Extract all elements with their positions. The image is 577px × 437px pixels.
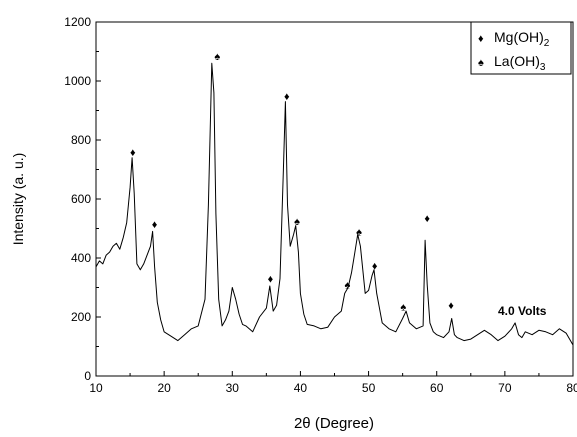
y-tick-label: 400 <box>71 251 91 265</box>
legend-item-laoh3: ♠ La(OH)3 <box>478 53 546 73</box>
peak-marker: ♦ <box>372 260 378 272</box>
legend-marker-laoh3: ♠ <box>478 57 484 69</box>
x-tick-label: 20 <box>157 381 171 395</box>
peak-marker: ♠ <box>345 280 351 292</box>
y-tick-label: 600 <box>71 192 91 206</box>
x-axis-label: 2θ (Degree) <box>294 415 374 432</box>
peak-markers: ♦ ♦ ♠ ♦ ♦ ♠ ♠ ♠ ♦ ♠ ♦ ♦ <box>130 51 454 314</box>
x-tick-label: 10 <box>89 381 103 395</box>
series-layer <box>95 62 574 346</box>
y-tick-label: 0 <box>84 369 91 383</box>
peak-marker: ♦ <box>284 91 290 103</box>
x-tick-label: 70 <box>498 381 512 395</box>
plot-area <box>95 21 574 377</box>
peak-marker: ♦ <box>268 274 274 286</box>
peak-marker: ♦ <box>448 300 454 312</box>
y-tick-label: 1200 <box>64 15 91 29</box>
x-tick-label: 80 <box>566 381 577 395</box>
peak-marker: ♠ <box>214 51 220 63</box>
x-tick-label: 40 <box>294 381 308 395</box>
y-tick-label: 200 <box>71 310 91 324</box>
legend-box <box>470 21 572 75</box>
peak-marker: ♦ <box>424 213 430 225</box>
legend-label-laoh3: La(OH)3 <box>494 53 546 73</box>
y-tick-label: 800 <box>71 133 91 147</box>
legend-label-mgoh2: Mg(OH)2 <box>494 29 550 49</box>
x-tick-label: 30 <box>226 381 240 395</box>
legend: ♦ Mg(OH)2 ♠ La(OH)3 <box>470 21 572 75</box>
legend-text-mgoh2: Mg(OH) <box>494 29 544 45</box>
annotation-label: 4.0 Volts <box>498 304 547 318</box>
peak-marker: ♠ <box>400 302 406 314</box>
series-line-0 <box>95 62 574 346</box>
peak-marker: ♦ <box>152 219 158 231</box>
x-tick-label: 50 <box>362 381 376 395</box>
peak-marker: ♠ <box>356 226 362 238</box>
legend-marker-mgoh2: ♦ <box>478 33 484 45</box>
x-tick-label: 60 <box>430 381 444 395</box>
legend-text-laoh3: La(OH) <box>494 53 540 69</box>
peak-marker: ♠ <box>294 216 300 228</box>
legend-sub-laoh3: 3 <box>540 62 546 73</box>
peak-marker: ♦ <box>130 147 136 159</box>
y-tick-label: 1000 <box>64 74 91 88</box>
legend-item-mgoh2: ♦ Mg(OH)2 <box>478 29 550 49</box>
legend-sub-mgoh2: 2 <box>544 38 550 49</box>
y-axis-label: Intensity (a. u.) <box>10 153 26 246</box>
